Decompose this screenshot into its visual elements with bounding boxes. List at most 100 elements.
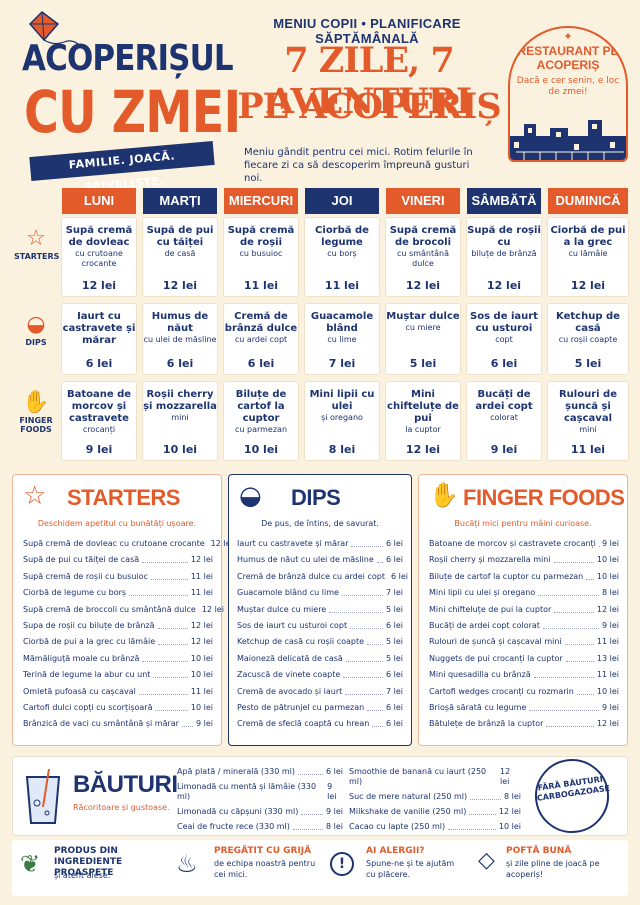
drink-price: 10 lei <box>498 822 521 831</box>
leader-dots <box>157 621 188 629</box>
menu-item-name: Supă de pui cu tăiței de casă <box>23 555 140 565</box>
menu-item-price: 10 lei <box>190 670 213 680</box>
menu-item-name: Cremă de brânză dulce cu ardei copt <box>237 571 385 581</box>
starters-list: Supă cremă de dovleac cu crutoane crocan… <box>23 539 233 739</box>
menu-item-row: Supă cremă de roșii cu busuioc 11 lei <box>23 572 213 582</box>
leader-dots <box>533 670 594 679</box>
drink-price: 12 lei <box>500 767 511 786</box>
weekly-cell-starters-miercuri: Supă cremă de roșii cu busuioc 11 lei <box>224 218 298 296</box>
menu-item-price: 12 lei <box>190 637 213 647</box>
weekly-cell-finger-luni: Batoane de morcov și castravete crocanți 9… <box>62 382 136 460</box>
drink-name: Limonadă cu căpșuni (330 ml) <box>177 807 299 816</box>
menu-item-price: 6 lei <box>386 703 403 712</box>
drinks-subtitle: Răcoritoare și gustoase. <box>73 803 170 812</box>
menu-item-row: Mini chifteluțe de pui la cuptor 12 lei <box>429 605 619 615</box>
menu-item-name: Brioșă sărată cu legume <box>429 703 527 712</box>
leader-dots <box>542 621 599 629</box>
menu-item-price: 6 lei <box>386 670 403 680</box>
drink-name: Suc de mere natural (250 ml) <box>349 792 468 801</box>
drink-name: Apă plată / minerală (330 ml) <box>177 767 295 776</box>
menu-item-price: 8 lei <box>602 588 619 598</box>
weekly-cell-dips-duminica: Ketchup de casă cu roșii coapte 5 lei <box>548 304 628 374</box>
menu-description: Meniu gândit pentru cei mici. Rotim felu… <box>244 147 473 184</box>
menu-item-price: 10 lei <box>190 653 213 663</box>
weekly-cell-starters-sambata: Supă de roșii cu biluțe de brânză 12 lei <box>467 218 541 296</box>
menu-item-price: 12 lei <box>201 604 224 614</box>
menu-item-price: 10 lei <box>596 571 619 581</box>
finger-foods-title: FINGER FOODS <box>463 485 625 510</box>
day-header-vineri: VINERI <box>386 188 460 214</box>
menu-item-row: Mini lipii cu ulei și oregano 8 lei <box>429 588 619 598</box>
menu-item-price: 9 lei <box>602 621 619 630</box>
leader-dots <box>341 588 383 597</box>
drink-price: 8 lei <box>326 822 343 831</box>
finger-foods-list: Batoane de morcov și castravete crocanți… <box>429 539 619 739</box>
menu-item-row: Brânzică de vaci cu smântână și mărar 9 l… <box>23 719 213 729</box>
leader-dots <box>586 572 594 580</box>
drinks-section: BĂUTURI Răcoritoare și gustoase. Apă pla… <box>12 754 628 838</box>
menu-item-row: Supă de pui cu tăiței de casă 12 lei <box>23 555 213 565</box>
day-header-duminica: DUMINICĂ <box>548 188 628 214</box>
weekly-cell-dips-vineri: Muștar dulce cu miere 5 lei <box>386 304 460 374</box>
menu-item-row: Cremă de sfeclă coaptă cu hrean 6 lei <box>237 719 403 729</box>
leader-dots <box>153 670 188 679</box>
menu-item-name: Biluțe de cartof la cuptor cu parmezan <box>429 571 584 581</box>
menu-item-name: Mini chifteluțe de pui la cuptor <box>429 604 552 614</box>
menu-item-name: Maioneză delicată de casă <box>237 653 343 663</box>
menu-item-name: Nuggets de pui crocanți la cuptor <box>429 653 563 663</box>
menu-item-name: Mini lipii cu ulei și oregano <box>429 588 536 598</box>
drinks-list-col2: Smoothie de banană cu iaurt (250 ml) 12 l… <box>349 767 521 837</box>
drink-price: 9 lei <box>327 782 337 801</box>
leader-dots <box>297 767 323 775</box>
menu-item-name: Guacamole blând cu lime <box>237 588 339 598</box>
menu-item-row: Batoane de morcov și castravete crocanți… <box>429 539 619 549</box>
menu-item-row: Humus de năut cu ulei de măsline 6 lei <box>237 555 403 565</box>
menu-item-row: Bucăți de ardei copt colorat 9 lei <box>429 621 619 631</box>
menu-item-name: Ciorbă de legume cu borș <box>23 588 127 598</box>
drink-row: Milkshake de vanilie (250 ml) 12 lei <box>349 807 521 817</box>
hand-icon: ✋ <box>429 481 459 509</box>
drink-row: Limonadă cu căpșuni (330 ml) 9 lei <box>177 807 343 817</box>
leader-dots <box>142 654 188 662</box>
weekly-cell-dips-marti: Humus de năut cu ulei de măsline 6 lei <box>143 304 217 374</box>
leader-dots <box>345 687 383 695</box>
leader-dots <box>367 703 383 711</box>
drink-row: Ceai de fructe rece (330 ml) 8 lei <box>177 822 343 832</box>
leader-dots <box>138 687 188 695</box>
starters-section: ☆ STARTERS Deschidem apetitul cu bunătăț… <box>12 474 233 746</box>
menu-item-row: Ciorbă de pui a la grec cu lămâie 12 lei <box>23 637 213 647</box>
leader-dots <box>181 719 193 728</box>
day-header-luni: LUNI <box>62 188 136 214</box>
bowl-icon: ◒ <box>26 312 46 337</box>
leader-dots <box>301 807 323 815</box>
menu-item-name: Terină de legume la abur cu unt <box>23 670 151 680</box>
menu-item-price: 5 lei <box>386 604 403 614</box>
row-label-finger-foods: ✋ FINGER FOODS <box>14 390 58 434</box>
leader-dots <box>576 687 594 695</box>
menu-item-row: Pesto de pătrunjel cu parmezan 6 lei <box>237 703 403 713</box>
row-label-starters: ☆ STARTERS <box>14 226 60 261</box>
leader-dots <box>448 822 496 830</box>
drinks-title: BĂUTURI <box>73 771 178 798</box>
menu-item-name: Rulouri de șuncă și cașcaval mini <box>429 637 562 647</box>
leader-dots <box>343 670 383 679</box>
weekly-cell-starters-vineri: Supă cremă de brocoli cu smântână dulce 12… <box>386 218 460 296</box>
dips-list: Iaurt cu castravete și mărar 6 lei Humus d… <box>237 539 408 739</box>
menu-item-price: 12 lei <box>210 539 233 548</box>
leader-dots <box>142 555 188 564</box>
drink-row: Suc de mere natural (250 ml) 8 lei <box>349 792 521 802</box>
menu-item-price: 11 lei <box>190 588 213 598</box>
menu-item-row: Supa de roșii cu biluțe de brânză 12 lei <box>23 621 213 631</box>
menu-item-price: 6 lei <box>386 719 403 729</box>
footer-bar <box>12 840 628 896</box>
dips-section: ◒ DIPS De pus, de întins, de savurat. Ia… <box>228 474 412 746</box>
menu-item-row: Cartofi dulci copți cu scorțișoară 10 lei <box>23 703 213 713</box>
starters-subtitle: Deschidem apetitul cu bunătăți ușoare. <box>37 519 197 528</box>
menu-item-price: 10 lei <box>596 555 619 565</box>
row-label-dips: ◒ DIPS <box>14 312 58 347</box>
day-header-marti: MARȚI <box>143 188 217 214</box>
rooftop-illustration <box>510 120 626 160</box>
menu-item-row: Supă cremă de dovleac cu crutoane crocan… <box>23 539 233 549</box>
menu-subtitle: MENIU COPII • PLANIFICARE SĂPTĂMÂNALĂ <box>273 16 461 46</box>
menu-item-name: Pesto de pătrunjel cu parmezan <box>237 703 365 712</box>
